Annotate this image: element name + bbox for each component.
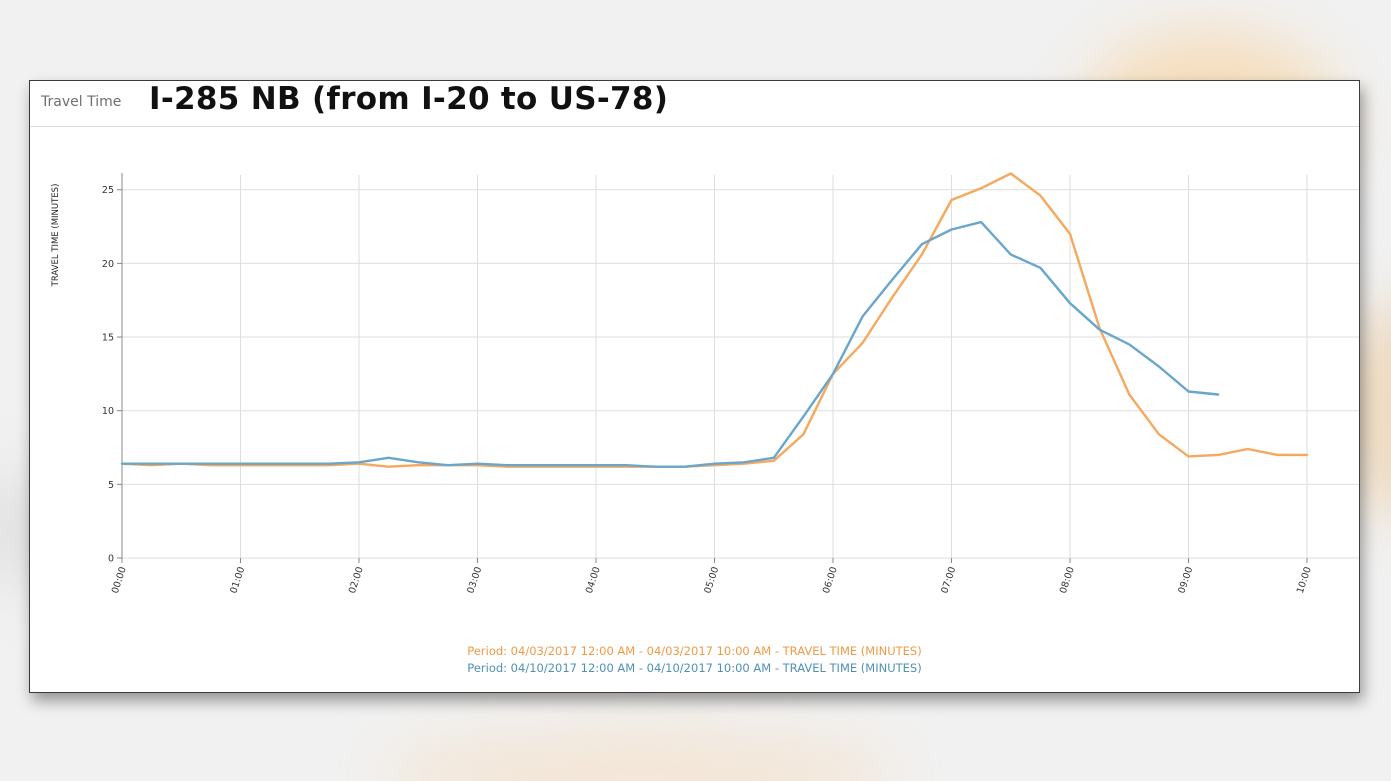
x-tick-label: 03:00	[465, 566, 484, 595]
legend-entry-series-2[interactable]: Period: 04/10/2017 12:00 AM - 04/10/2017…	[467, 661, 922, 675]
x-tick-label: 06:00	[821, 566, 840, 595]
series-line-1	[120, 172, 1309, 468]
x-tick-label: 10:00	[1295, 566, 1314, 595]
x-tick-label: 05:00	[702, 566, 721, 595]
series-line-2	[120, 220, 1220, 468]
y-tick-label: 5	[108, 480, 114, 491]
y-tick-label: 15	[102, 333, 114, 344]
x-tick-label: 01:00	[228, 566, 247, 595]
y-tick-label: 10	[102, 406, 114, 417]
x-tick-label: 00:00	[110, 566, 129, 595]
legend-entry-series-1[interactable]: Period: 04/03/2017 12:00 AM - 04/03/2017…	[467, 644, 922, 658]
y-axis-label: TRAVEL TIME (MINUTES)	[51, 184, 61, 288]
chart-panel: Travel Time I-285 NB (from I-20 to US-78…	[29, 80, 1360, 693]
panel-header: Travel Time I-285 NB (from I-20 to US-78…	[30, 81, 1359, 127]
panel-label: Travel Time	[41, 94, 122, 110]
x-tick-label: 08:00	[1058, 566, 1077, 595]
travel-time-chart[interactable]: 00:00 01:00 02:00 03:00 04:00 05:00 06:00 07:00…	[30, 81, 1359, 641]
axis-layer: 00:00 01:00 02:00 03:00 04:00 05:00 06:00 07:00…	[102, 173, 1314, 595]
background-blob	[380, 730, 900, 781]
series-layer	[120, 172, 1309, 468]
chart-title: I-285 NB (from I-20 to US-78)	[149, 81, 669, 117]
x-tick-label: 04:00	[584, 566, 603, 595]
x-tick-label: 02:00	[347, 566, 366, 595]
y-tick-label: 25	[102, 185, 114, 196]
x-tick-label: 09:00	[1176, 566, 1195, 595]
grid-layer	[121, 175, 1359, 559]
y-tick-label: 0	[108, 554, 114, 565]
x-tick-label: 07:00	[939, 566, 958, 595]
y-tick-label: 20	[102, 259, 114, 270]
chart-legend: Period: 04/03/2017 12:00 AM - 04/03/2017…	[30, 643, 1359, 677]
